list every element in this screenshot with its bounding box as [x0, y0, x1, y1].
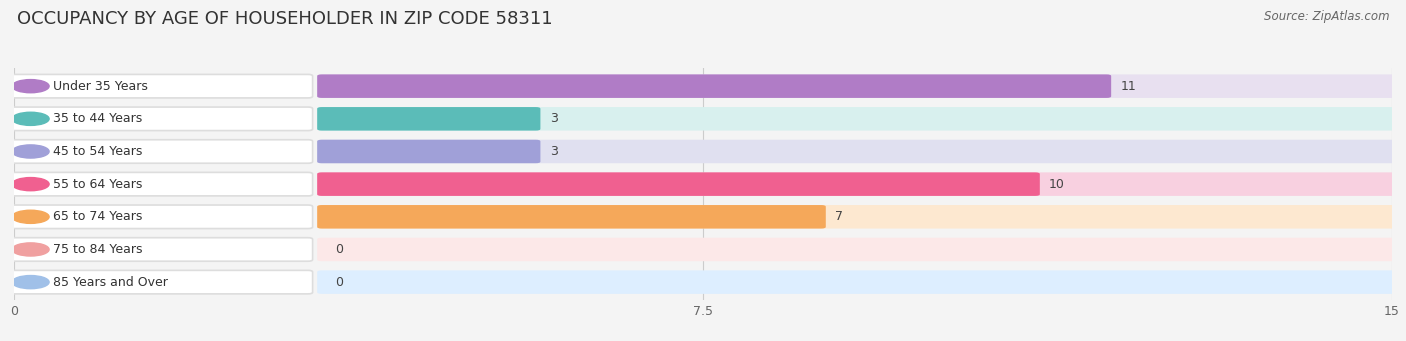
FancyBboxPatch shape [318, 173, 1040, 196]
FancyBboxPatch shape [318, 270, 1396, 294]
Text: 35 to 44 Years: 35 to 44 Years [52, 112, 142, 125]
FancyBboxPatch shape [10, 74, 312, 98]
FancyBboxPatch shape [318, 173, 1396, 196]
FancyBboxPatch shape [318, 140, 540, 163]
FancyBboxPatch shape [318, 107, 540, 131]
Text: 55 to 64 Years: 55 to 64 Years [52, 178, 142, 191]
Text: 10: 10 [1049, 178, 1064, 191]
Text: 7: 7 [835, 210, 844, 223]
FancyBboxPatch shape [318, 107, 1396, 131]
Text: 11: 11 [1121, 80, 1136, 93]
Text: 85 Years and Over: 85 Years and Over [52, 276, 167, 288]
Text: 0: 0 [336, 276, 343, 288]
Text: 65 to 74 Years: 65 to 74 Years [52, 210, 142, 223]
Circle shape [13, 79, 49, 93]
Circle shape [13, 145, 49, 158]
FancyBboxPatch shape [10, 173, 312, 196]
FancyBboxPatch shape [318, 74, 1396, 98]
FancyBboxPatch shape [10, 205, 312, 228]
FancyBboxPatch shape [318, 74, 1111, 98]
FancyBboxPatch shape [10, 270, 312, 294]
Circle shape [13, 210, 49, 223]
FancyBboxPatch shape [10, 140, 312, 163]
FancyBboxPatch shape [10, 107, 312, 131]
Circle shape [13, 276, 49, 289]
Circle shape [13, 243, 49, 256]
Text: 45 to 54 Years: 45 to 54 Years [52, 145, 142, 158]
Text: Under 35 Years: Under 35 Years [52, 80, 148, 93]
FancyBboxPatch shape [318, 205, 825, 228]
Text: 0: 0 [336, 243, 343, 256]
FancyBboxPatch shape [318, 140, 1396, 163]
Circle shape [13, 112, 49, 125]
Circle shape [13, 178, 49, 191]
Text: 3: 3 [550, 145, 557, 158]
Text: 3: 3 [550, 112, 557, 125]
FancyBboxPatch shape [318, 238, 1396, 261]
FancyBboxPatch shape [318, 205, 1396, 228]
FancyBboxPatch shape [10, 238, 312, 261]
Text: OCCUPANCY BY AGE OF HOUSEHOLDER IN ZIP CODE 58311: OCCUPANCY BY AGE OF HOUSEHOLDER IN ZIP C… [17, 10, 553, 28]
Text: Source: ZipAtlas.com: Source: ZipAtlas.com [1264, 10, 1389, 23]
Text: 75 to 84 Years: 75 to 84 Years [52, 243, 142, 256]
